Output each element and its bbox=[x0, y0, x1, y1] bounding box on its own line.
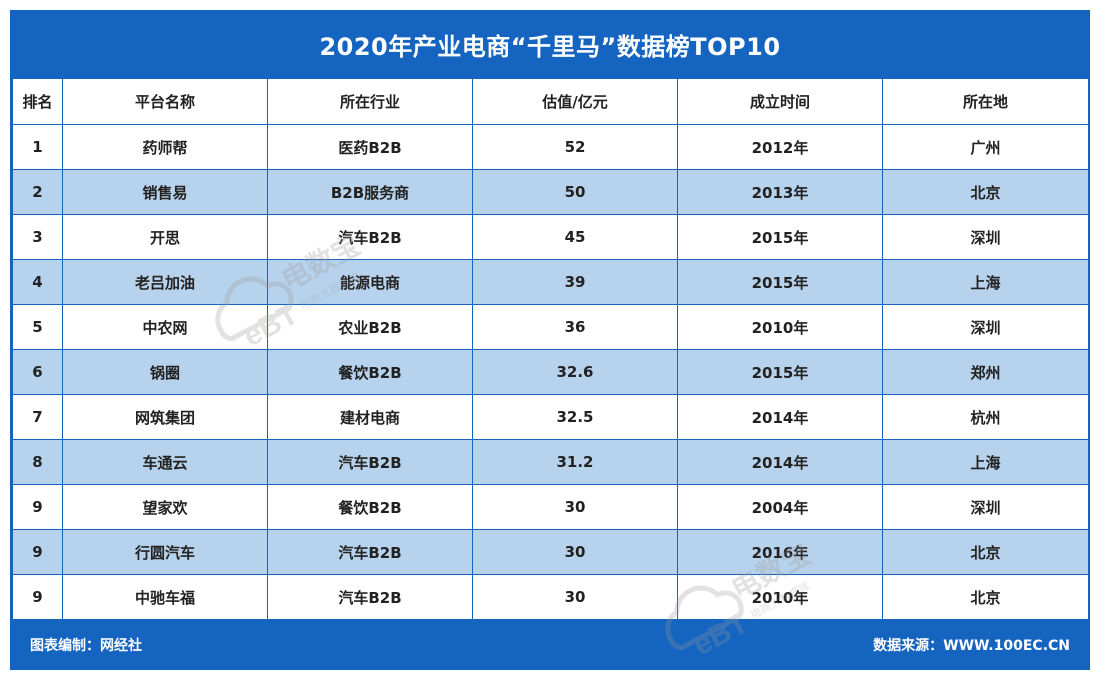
cell-location: 广州 bbox=[882, 124, 1089, 170]
cell-rank: 2 bbox=[12, 169, 63, 215]
cell-platform-name: 车通云 bbox=[62, 439, 268, 485]
cell-industry: 汽车B2B bbox=[267, 214, 473, 260]
footer-compiler-credit: 图表编制：网经社 bbox=[30, 638, 142, 654]
footer-bar: 图表编制：网经社 数据来源：WWW.100EC.CN bbox=[10, 620, 1090, 670]
ranking-table: 排名 平台名称 所在行业 估值/亿元 成立时间 所在地 1 药师帮 医药B2B … bbox=[12, 78, 1089, 620]
cell-platform-name: 销售易 bbox=[62, 169, 268, 215]
cell-platform-name: 中驰车福 bbox=[62, 574, 268, 620]
page-title: 2020年产业电商“千里马”数据榜TOP10 bbox=[319, 32, 781, 61]
cell-rank: 5 bbox=[12, 304, 63, 350]
cell-founded: 2015年 bbox=[677, 349, 883, 395]
cell-industry: 能源电商 bbox=[267, 259, 473, 305]
cell-founded: 2010年 bbox=[677, 304, 883, 350]
header-industry: 所在行业 bbox=[267, 78, 473, 125]
cell-rank: 8 bbox=[12, 439, 63, 485]
header-founded: 成立时间 bbox=[677, 78, 883, 125]
table-row: 8 车通云 汽车B2B 31.2 2014年 上海 bbox=[12, 439, 1089, 485]
cell-rank: 9 bbox=[12, 529, 63, 575]
cell-founded: 2014年 bbox=[677, 394, 883, 440]
ranking-panel: 2020年产业电商“千里马”数据榜TOP10 排名 平台名称 所在行业 估值/亿… bbox=[10, 10, 1090, 670]
cell-valuation: 30 bbox=[472, 484, 678, 530]
cell-valuation: 30 bbox=[472, 574, 678, 620]
table-header-row: 排名 平台名称 所在行业 估值/亿元 成立时间 所在地 bbox=[12, 78, 1089, 125]
cell-industry: 汽车B2B bbox=[267, 529, 473, 575]
cell-rank: 4 bbox=[12, 259, 63, 305]
cell-platform-name: 锅圈 bbox=[62, 349, 268, 395]
header-platform-name: 平台名称 bbox=[62, 78, 268, 125]
cell-platform-name: 药师帮 bbox=[62, 124, 268, 170]
cell-rank: 9 bbox=[12, 484, 63, 530]
cell-founded: 2013年 bbox=[677, 169, 883, 215]
table-row: 9 行圆汽车 汽车B2B 30 2016年 北京 bbox=[12, 529, 1089, 575]
table-row: 6 锅圈 餐饮B2B 32.6 2015年 郑州 bbox=[12, 349, 1089, 395]
cell-platform-name: 望家欢 bbox=[62, 484, 268, 530]
table-row: 5 中农网 农业B2B 36 2010年 深圳 bbox=[12, 304, 1089, 350]
cell-location: 深圳 bbox=[882, 214, 1089, 260]
cell-rank: 6 bbox=[12, 349, 63, 395]
cell-founded: 2014年 bbox=[677, 439, 883, 485]
table-row: 1 药师帮 医药B2B 52 2012年 广州 bbox=[12, 124, 1089, 170]
cell-rank: 3 bbox=[12, 214, 63, 260]
cell-valuation: 45 bbox=[472, 214, 678, 260]
cell-valuation: 39 bbox=[472, 259, 678, 305]
cell-rank: 1 bbox=[12, 124, 63, 170]
cell-industry: 建材电商 bbox=[267, 394, 473, 440]
cell-location: 上海 bbox=[882, 259, 1089, 305]
cell-platform-name: 开思 bbox=[62, 214, 268, 260]
cell-valuation: 52 bbox=[472, 124, 678, 170]
table-row: 9 中驰车福 汽车B2B 30 2010年 北京 bbox=[12, 574, 1089, 620]
table-row: 3 开思 汽车B2B 45 2015年 深圳 bbox=[12, 214, 1089, 260]
cell-industry: 餐饮B2B bbox=[267, 484, 473, 530]
cell-industry: 农业B2B bbox=[267, 304, 473, 350]
cell-founded: 2015年 bbox=[677, 214, 883, 260]
table-row: 4 老吕加油 能源电商 39 2015年 上海 bbox=[12, 259, 1089, 305]
cell-valuation: 30 bbox=[472, 529, 678, 575]
cell-location: 杭州 bbox=[882, 394, 1089, 440]
cell-location: 北京 bbox=[882, 529, 1089, 575]
cell-founded: 2015年 bbox=[677, 259, 883, 305]
cell-location: 郑州 bbox=[882, 349, 1089, 395]
cell-rank: 9 bbox=[12, 574, 63, 620]
cell-location: 上海 bbox=[882, 439, 1089, 485]
cell-valuation: 36 bbox=[472, 304, 678, 350]
cell-location: 北京 bbox=[882, 169, 1089, 215]
cell-founded: 2012年 bbox=[677, 124, 883, 170]
cell-valuation: 32.6 bbox=[472, 349, 678, 395]
cell-founded: 2004年 bbox=[677, 484, 883, 530]
cell-location: 深圳 bbox=[882, 484, 1089, 530]
cell-location: 深圳 bbox=[882, 304, 1089, 350]
footer-data-source: 数据来源：WWW.100EC.CN bbox=[873, 638, 1070, 654]
cell-platform-name: 行圆汽车 bbox=[62, 529, 268, 575]
cell-founded: 2010年 bbox=[677, 574, 883, 620]
cell-valuation: 50 bbox=[472, 169, 678, 215]
cell-rank: 7 bbox=[12, 394, 63, 440]
header-valuation: 估值/亿元 bbox=[472, 78, 678, 125]
table-row: 2 销售易 B2B服务商 50 2013年 北京 bbox=[12, 169, 1089, 215]
cell-location: 北京 bbox=[882, 574, 1089, 620]
cell-platform-name: 老吕加油 bbox=[62, 259, 268, 305]
header-rank: 排名 bbox=[12, 78, 63, 125]
cell-industry: 汽车B2B bbox=[267, 439, 473, 485]
cell-industry: 餐饮B2B bbox=[267, 349, 473, 395]
cell-industry: B2B服务商 bbox=[267, 169, 473, 215]
cell-industry: 医药B2B bbox=[267, 124, 473, 170]
table-row: 7 网筑集团 建材电商 32.5 2014年 杭州 bbox=[12, 394, 1089, 440]
cell-platform-name: 网筑集团 bbox=[62, 394, 268, 440]
cell-founded: 2016年 bbox=[677, 529, 883, 575]
cell-industry: 汽车B2B bbox=[267, 574, 473, 620]
table-row: 9 望家欢 餐饮B2B 30 2004年 深圳 bbox=[12, 484, 1089, 530]
cell-valuation: 31.2 bbox=[472, 439, 678, 485]
cell-valuation: 32.5 bbox=[472, 394, 678, 440]
cell-platform-name: 中农网 bbox=[62, 304, 268, 350]
header-location: 所在地 bbox=[882, 78, 1089, 125]
